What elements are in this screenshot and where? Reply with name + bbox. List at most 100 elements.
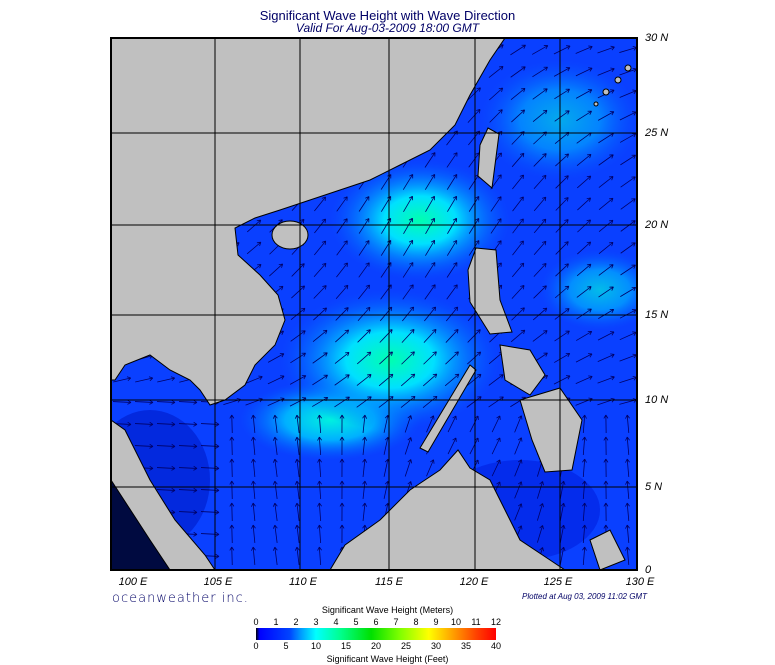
wave-direction-arrow — [178, 443, 198, 449]
wave-direction-arrow — [532, 307, 548, 321]
wave-direction-arrow — [514, 459, 523, 477]
wave-direction-arrow — [336, 262, 348, 278]
wave-direction-arrow — [531, 45, 549, 55]
wave-direction-arrow — [404, 459, 413, 477]
wave-direction-arrow — [229, 524, 235, 544]
wave-direction-arrow — [272, 458, 278, 477]
wave-direction-arrow — [625, 546, 630, 566]
wave-direction-arrow — [289, 375, 307, 385]
wave-direction-arrow — [512, 196, 524, 212]
wave-direction-arrow — [422, 395, 438, 408]
wave-direction-arrow — [317, 546, 322, 566]
wave-direction-arrow — [401, 328, 415, 343]
wave-direction-arrow — [620, 176, 636, 188]
wave-direction-arrow — [619, 309, 637, 319]
wave-direction-arrow — [334, 351, 350, 364]
feet-tick: 15 — [340, 641, 352, 651]
wave-direction-arrow — [272, 414, 278, 433]
wave-direction-arrow — [625, 414, 630, 434]
wave-direction-arrow — [269, 263, 284, 277]
wave-direction-arrow — [468, 218, 480, 234]
wave-direction-arrow — [446, 174, 458, 190]
wave-direction-arrow — [511, 262, 525, 278]
wave-direction-arrow — [597, 331, 615, 341]
wave-direction-arrow — [620, 198, 636, 210]
wave-direction-arrow — [553, 45, 571, 55]
wave-direction-arrow — [598, 176, 614, 188]
meter-tick: 12 — [490, 617, 502, 627]
wave-direction-arrow — [620, 220, 636, 232]
colorbar-title-feet: Significant Wave Height (Feet) — [326, 654, 449, 664]
wave-direction-arrow — [625, 436, 630, 456]
wave-direction-arrow — [444, 373, 460, 387]
wave-direction-arrow — [488, 374, 504, 386]
wave-direction-arrow — [582, 458, 587, 478]
wave-direction-arrow — [314, 196, 327, 212]
wave-direction-arrow — [512, 174, 525, 190]
wave-direction-arrow — [620, 264, 636, 276]
wave-direction-arrow — [447, 217, 458, 234]
wave-direction-arrow — [576, 110, 592, 122]
meter-tick: 10 — [450, 617, 462, 627]
wave-direction-arrow — [402, 173, 414, 190]
wave-direction-arrow — [619, 89, 637, 98]
wave-direction-arrow — [362, 414, 368, 433]
meter-tick: 9 — [433, 617, 439, 627]
wave-direction-arrow — [619, 111, 637, 121]
wave-direction-arrow — [553, 67, 571, 77]
wave-direction-arrow — [582, 546, 587, 566]
wave-direction-arrow — [313, 285, 327, 299]
wave-direction-arrow — [466, 373, 482, 386]
wave-direction-arrow — [314, 218, 326, 234]
wave-direction-arrow — [446, 262, 458, 278]
wave-direction-arrow — [156, 421, 176, 427]
wave-direction-arrow — [339, 480, 345, 500]
wave-direction-arrow — [402, 262, 414, 278]
wave-direction-arrow — [200, 465, 220, 471]
wave-direction-arrow — [467, 87, 481, 101]
wave-direction-arrow — [423, 328, 437, 343]
wave-direction-arrow — [251, 524, 256, 543]
wave-direction-arrow — [112, 399, 132, 405]
lon-label: 110 E — [289, 576, 317, 588]
wave-direction-arrow — [533, 285, 547, 299]
wave-direction-arrow — [251, 546, 256, 565]
wave-direction-arrow — [426, 459, 435, 477]
meter-tick: 7 — [393, 617, 399, 627]
wave-direction-arrow — [554, 352, 571, 363]
land-palawan — [419, 364, 477, 453]
wave-direction-arrow — [267, 375, 285, 385]
wave-direction-arrow — [559, 524, 566, 543]
wave-direction-arrow — [620, 154, 636, 166]
wave-direction-arrow — [424, 284, 436, 300]
wave-direction-arrow — [339, 524, 345, 544]
map-frame — [110, 37, 638, 571]
wave-direction-arrow — [533, 196, 547, 212]
wave-direction-arrow — [272, 502, 278, 521]
wave-direction-arrow — [272, 524, 278, 543]
meter-tick: 3 — [313, 617, 319, 627]
wave-direction-arrow — [404, 437, 413, 455]
wave-direction-arrow — [356, 351, 372, 365]
map-title: Significant Wave Height with Wave Direct… — [259, 8, 516, 23]
lon-label: 120 E — [459, 576, 489, 588]
wave-direction-arrow — [446, 284, 458, 300]
wave-direction-arrow — [358, 284, 370, 300]
wave-direction-arrow — [511, 152, 525, 168]
wave-direction-arrow — [156, 487, 176, 493]
wave-direction-arrow — [313, 307, 327, 321]
meter-tick: 11 — [471, 617, 481, 627]
wave-direction-arrow — [357, 329, 371, 343]
wave-direction-arrow — [312, 374, 328, 386]
wave-direction-arrow — [598, 219, 614, 233]
plotted-timestamp: Plotted at Aug 03, 2009 11:02 GMT — [522, 592, 647, 601]
wave-direction-arrow — [491, 437, 501, 455]
map-subtitle: Valid For Aug-03-2009 18:00 GMT — [295, 21, 480, 35]
wave-direction-arrow — [577, 197, 592, 211]
wave-direction-arrow — [113, 376, 132, 383]
feet-tick: 35 — [460, 641, 472, 651]
wave-direction-arrow — [336, 196, 348, 212]
wave-direction-arrow — [294, 502, 300, 521]
wave-direction-arrow — [424, 306, 437, 322]
wave-direction-arrow — [511, 307, 525, 321]
